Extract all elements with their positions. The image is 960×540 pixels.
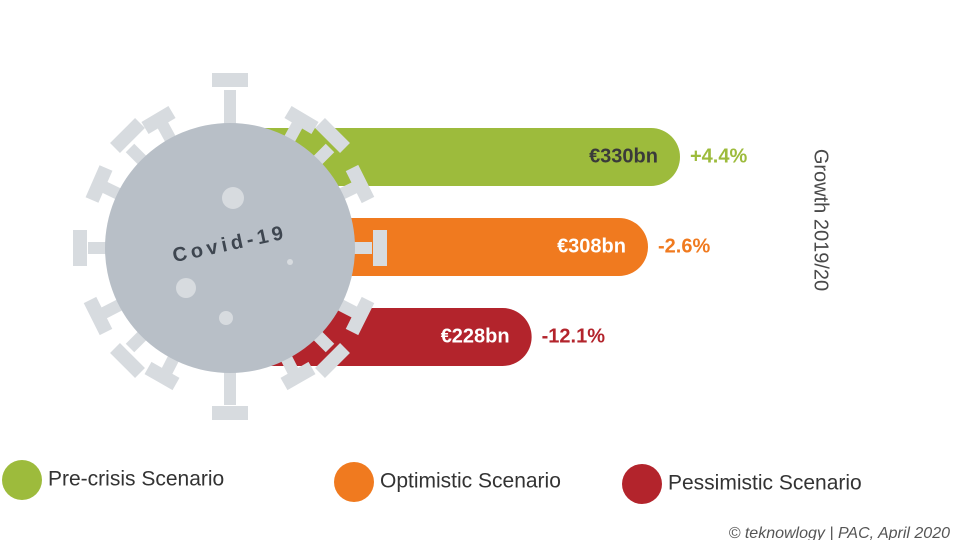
growth-label: -2.6% [658, 235, 710, 257]
value-label: €330bn [589, 145, 658, 167]
legend-swatch [622, 464, 662, 504]
growth-label: +4.4% [690, 145, 747, 167]
virus-illustration: Covid-19 [73, 73, 387, 420]
legend: Pre-crisis Scenario Optimistic Scenario Pe… [2, 460, 862, 504]
legend-swatch [2, 460, 42, 500]
value-label: €308bn [557, 235, 626, 257]
value-label: €228bn [441, 325, 510, 347]
legend-swatch [334, 462, 374, 502]
growth-title: Growth 2019/20 [810, 149, 832, 291]
legend-label: Pre-crisis Scenario [48, 468, 224, 491]
source: © teknowlogy | PAC, April 2020 [729, 525, 950, 540]
growth-label: -12.1% [542, 325, 606, 347]
legend-label: Optimistic Scenario [380, 470, 561, 493]
legend-label: Pessimistic Scenario [668, 472, 862, 495]
